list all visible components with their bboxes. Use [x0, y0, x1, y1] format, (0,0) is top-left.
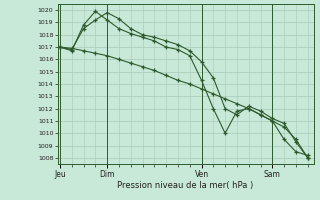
X-axis label: Pression niveau de la mer( hPa ): Pression niveau de la mer( hPa ) — [117, 181, 254, 190]
